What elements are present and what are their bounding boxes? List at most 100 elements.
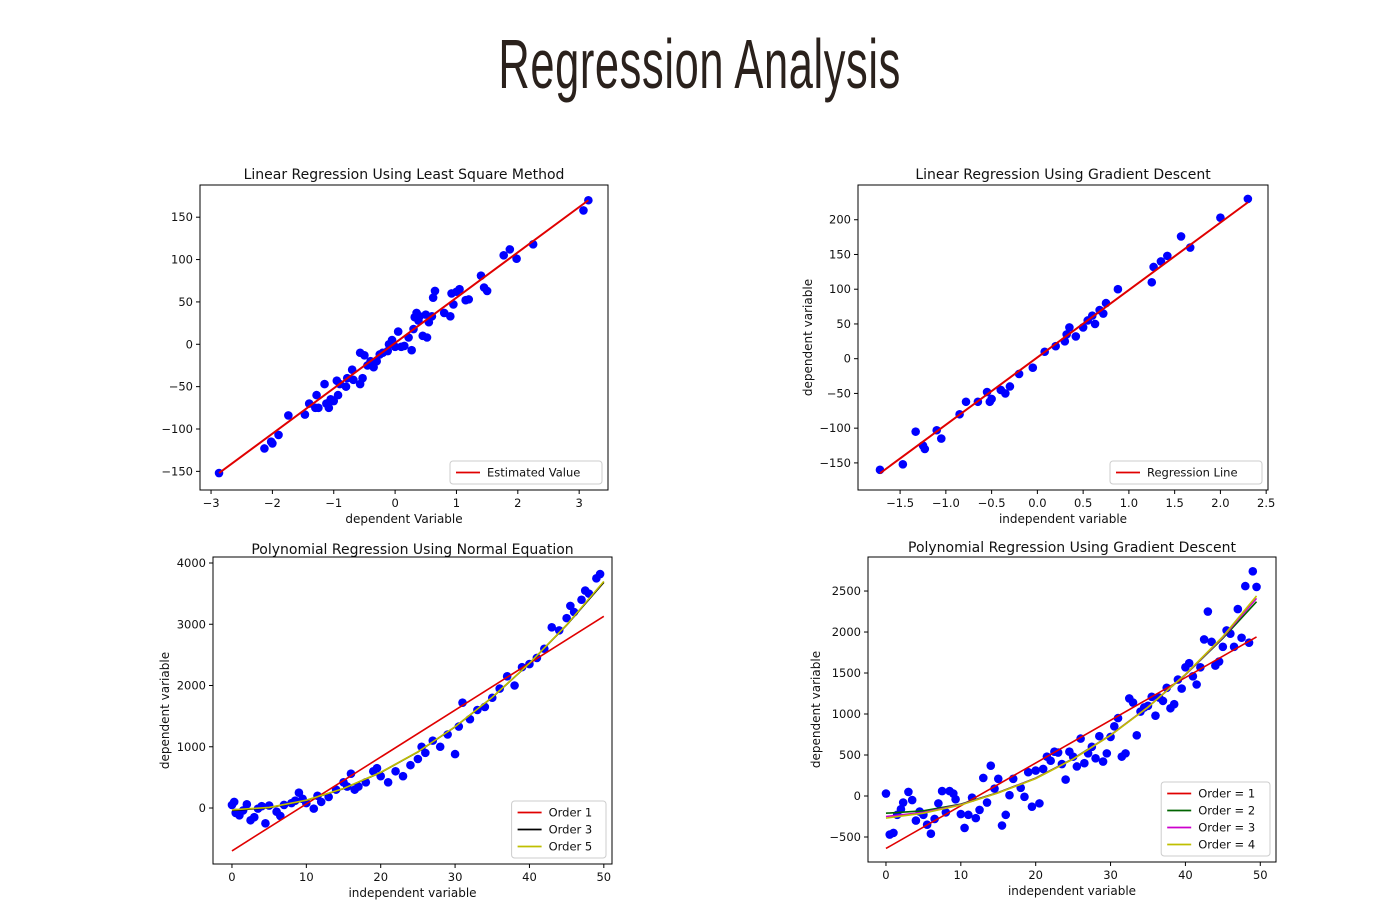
data-point (1207, 637, 1216, 647)
data-point (1001, 389, 1010, 398)
data-point (495, 684, 504, 693)
data-point (960, 823, 969, 833)
legend-box (511, 800, 607, 859)
data-point (1053, 748, 1063, 757)
page-title-text: Regression Analysis (498, 25, 902, 103)
data-point (1233, 604, 1243, 614)
data-point (358, 373, 367, 383)
data-point (1102, 749, 1112, 758)
data-point (987, 394, 996, 404)
data-point (1243, 194, 1253, 204)
y-tick-label: 0 (186, 337, 193, 351)
x-axis-label: independent variable (999, 512, 1127, 526)
series-line (885, 595, 1258, 819)
axes-frame (867, 556, 1277, 863)
x-tick-label: 20 (373, 870, 388, 884)
y-axis-label: dependent variable (158, 652, 172, 769)
y-tick-label: 0 (854, 789, 861, 803)
data-point (329, 396, 339, 406)
plot-area (875, 194, 1253, 475)
data-point (547, 623, 557, 632)
data-point (990, 784, 999, 793)
x-tick-label: 10 (954, 868, 969, 882)
data-point (320, 379, 329, 389)
x-tick-label: 20 (1028, 868, 1043, 882)
data-point (1248, 567, 1258, 576)
y-tick-label: 0 (199, 801, 206, 815)
data-point (346, 769, 356, 779)
data-point (1031, 766, 1040, 775)
y-tick-label: 1500 (832, 666, 861, 680)
data-point (1203, 607, 1213, 616)
data-point (1163, 251, 1172, 261)
subplot-2: Linear Regression Using Gradient Descent… (801, 167, 1275, 526)
data-point (229, 797, 239, 807)
data-point (1199, 635, 1209, 644)
data-point (1147, 277, 1157, 287)
data-point (1065, 323, 1074, 332)
data-point (349, 375, 358, 385)
legend-label: Order 5 (549, 840, 593, 854)
legend-label: Order = 4 (1198, 838, 1255, 852)
data-point (372, 763, 382, 773)
subplot-4: Polynomial Regression Using Gradient Des… (809, 540, 1277, 898)
data-point (1218, 642, 1228, 652)
data-point (595, 569, 605, 579)
data-point (499, 251, 508, 260)
legend-box (1109, 460, 1263, 485)
y-tick-label: 100 (171, 253, 193, 267)
plot-area (214, 195, 593, 478)
data-point (1005, 790, 1014, 800)
y-tick-label: 200 (829, 213, 851, 227)
x-tick-label: −3 (203, 496, 220, 510)
data-point (300, 410, 310, 419)
data-point (1132, 731, 1142, 740)
series-line (231, 615, 605, 852)
data-point (1001, 810, 1011, 820)
data-point (249, 812, 259, 822)
legend-label: Order = 2 (1198, 804, 1255, 818)
legend: Estimated Value (449, 460, 603, 485)
axes-frame (857, 184, 1269, 491)
data-point (579, 206, 588, 215)
data-point (951, 794, 960, 804)
data-point (997, 821, 1007, 830)
data-point (309, 804, 319, 813)
data-point (446, 312, 455, 321)
data-point (982, 387, 992, 397)
data-point (993, 774, 1003, 784)
data-point (911, 427, 920, 436)
data-point (956, 809, 966, 819)
data-point (1072, 762, 1082, 771)
x-tick-label: 1 (453, 496, 460, 510)
series-line (231, 580, 605, 811)
y-tick-label: 1000 (832, 707, 861, 721)
x-tick-label: 2.0 (1211, 496, 1229, 510)
plot-area (227, 569, 605, 852)
data-point (1005, 382, 1015, 391)
x-tick-label: 2.5 (1257, 496, 1275, 510)
data-point (1121, 749, 1130, 758)
x-tick-label: 30 (448, 870, 463, 884)
data-point (896, 804, 906, 814)
data-point (284, 411, 293, 420)
page-title: Regression Analysis (0, 24, 1400, 104)
data-point (1158, 696, 1168, 706)
data-point (920, 444, 930, 454)
legend-label: Estimated Value (487, 466, 580, 480)
legend-label: Order 3 (549, 823, 593, 837)
data-point (898, 459, 908, 469)
subplot-1: Linear Regression Using Least Square Met… (161, 167, 609, 526)
legend-box (1160, 781, 1271, 857)
data-point (312, 390, 321, 400)
data-point (1046, 756, 1055, 766)
data-point (341, 382, 351, 391)
chart-title: Linear Regression Using Gradient Descent (915, 167, 1211, 183)
x-tick-label: 30 (1103, 868, 1118, 882)
data-point (1068, 752, 1078, 761)
data-point (971, 813, 981, 823)
data-point (1090, 319, 1100, 329)
y-axis-label: dependent variable (809, 651, 823, 768)
legend-label: Regression Line (1147, 466, 1238, 480)
